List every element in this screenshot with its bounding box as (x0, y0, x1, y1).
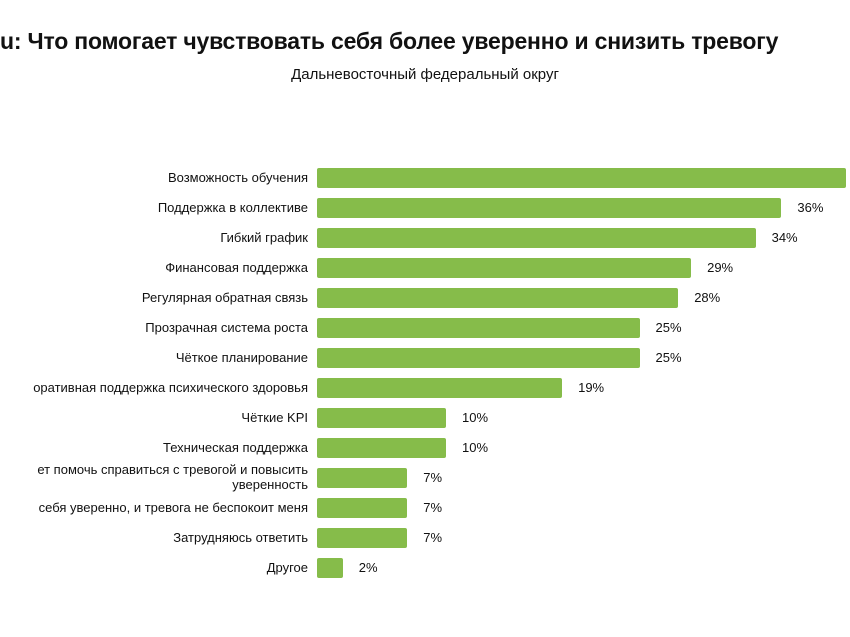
chart-subtitle: Дальневосточный федеральный округ (291, 66, 559, 83)
value-label: 28% (694, 290, 721, 305)
bar (317, 288, 679, 308)
bar (317, 468, 408, 488)
chart-title: u: Что помогает чувствовать себя более у… (0, 28, 779, 54)
value-label: 25% (655, 350, 682, 365)
value-label: 36% (797, 200, 824, 215)
category-label: Чёткое планирование (175, 349, 308, 365)
bar (317, 348, 640, 368)
bar (317, 558, 343, 578)
bar (317, 318, 640, 338)
category-label: Регулярная обратная связь (141, 289, 308, 305)
category-label: Чёткие KPI (241, 409, 308, 425)
value-label: 29% (707, 260, 734, 275)
bar (317, 498, 408, 518)
category-label: Затрудняюсь ответить (173, 529, 308, 545)
category-label: Другое (266, 559, 308, 575)
category-label: ет помочь справиться с тревогой и повыси… (37, 462, 308, 492)
value-label: 19% (578, 380, 605, 395)
category-label: Поддержка в коллективе (157, 199, 308, 215)
bar (317, 378, 563, 398)
category-label: себя уверенно, и тревога не беспокоит ме… (38, 499, 308, 515)
category-label: Прозрачная система роста (145, 319, 308, 335)
value-label: 10% (462, 440, 489, 455)
value-label: 10% (462, 410, 489, 425)
category-label: Техническая поддержка (163, 439, 308, 455)
bar (317, 438, 446, 458)
bar (317, 168, 846, 188)
value-label: 7% (423, 500, 443, 515)
bar (317, 228, 756, 248)
value-label: 7% (423, 470, 443, 485)
bar (317, 408, 446, 428)
bar (317, 528, 408, 548)
value-label: 7% (423, 530, 443, 545)
value-label: 34% (771, 230, 798, 245)
category-label: Гибкий график (220, 229, 308, 245)
category-label: Возможность обучения (167, 169, 308, 185)
category-label: Финансовая поддержка (165, 259, 308, 275)
value-label: 25% (655, 320, 682, 335)
bar (317, 258, 692, 278)
category-label: оративная поддержка психического здоровь… (33, 379, 308, 395)
bar (317, 198, 782, 218)
value-label: 2% (358, 560, 378, 575)
